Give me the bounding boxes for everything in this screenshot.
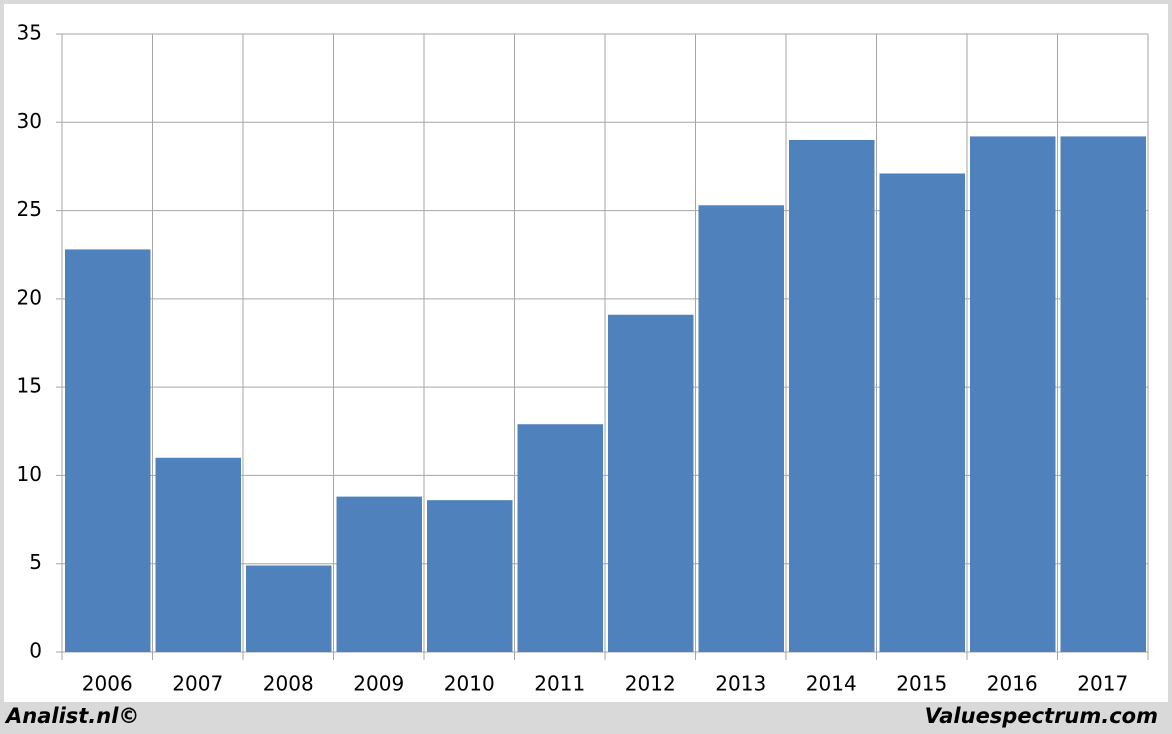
x-tick-label: 2017 bbox=[1077, 672, 1128, 696]
x-tick-label: 2010 bbox=[444, 672, 495, 696]
y-tick-label: 20 bbox=[17, 285, 42, 309]
y-tick-label: 30 bbox=[17, 109, 42, 133]
bar bbox=[155, 457, 241, 652]
x-tick-label: 2011 bbox=[534, 672, 585, 696]
bar bbox=[1060, 136, 1146, 652]
bar bbox=[970, 136, 1056, 652]
bar bbox=[789, 139, 875, 652]
x-tick-label: 2006 bbox=[82, 672, 133, 696]
y-tick-label: 5 bbox=[29, 550, 42, 574]
x-tick-label: 2007 bbox=[172, 672, 223, 696]
bar bbox=[427, 500, 513, 652]
x-tick-label: 2015 bbox=[896, 672, 947, 696]
bar bbox=[879, 173, 965, 652]
bar bbox=[517, 424, 603, 652]
bar bbox=[336, 496, 422, 652]
bar bbox=[608, 314, 694, 652]
footer-left: Analist.nl© bbox=[4, 704, 139, 728]
bar bbox=[246, 565, 332, 652]
x-tick-label: 2013 bbox=[715, 672, 766, 696]
footer-right: Valuespectrum.com bbox=[925, 704, 1158, 728]
x-tick-label: 2012 bbox=[625, 672, 676, 696]
bar bbox=[698, 205, 784, 652]
x-tick-label: 2014 bbox=[806, 672, 857, 696]
y-tick-label: 10 bbox=[17, 462, 42, 486]
x-tick-label: 2016 bbox=[987, 672, 1038, 696]
y-tick-label: 35 bbox=[17, 21, 42, 45]
x-tick-label: 2009 bbox=[353, 672, 404, 696]
y-tick-label: 15 bbox=[17, 374, 42, 398]
bar bbox=[65, 249, 151, 652]
y-tick-label: 0 bbox=[29, 639, 42, 663]
x-tick-label: 2008 bbox=[263, 672, 314, 696]
y-tick-label: 25 bbox=[17, 197, 42, 221]
